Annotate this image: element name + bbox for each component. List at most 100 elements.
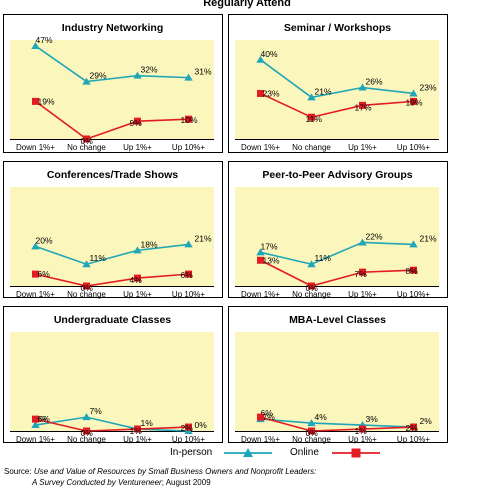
data-label-in-person: 32% bbox=[141, 65, 158, 75]
chart-industry-networking: Industry Networking Down 1%+ No change Up 1… bbox=[3, 14, 223, 153]
series-line-online bbox=[260, 416, 414, 432]
data-point-online bbox=[410, 266, 417, 274]
data-point-online bbox=[257, 256, 264, 264]
data-label-in-person: 3% bbox=[36, 414, 49, 424]
x-tick-label-up-1: Up 1%+ bbox=[123, 143, 152, 152]
data-point-online bbox=[134, 425, 141, 433]
data-point-in-person bbox=[409, 240, 418, 248]
data-point-online bbox=[308, 113, 315, 121]
series-line-online bbox=[260, 259, 414, 287]
data-point-online bbox=[83, 427, 90, 435]
x-tick-label-up-10: Up 10%+ bbox=[397, 435, 430, 444]
data-label-online: 6% bbox=[181, 270, 194, 280]
data-label-online: 19% bbox=[406, 97, 423, 107]
data-label-online: 0% bbox=[306, 283, 319, 293]
data-point-online bbox=[308, 282, 315, 290]
data-point-in-person bbox=[358, 83, 367, 91]
data-label-in-person: 23% bbox=[420, 82, 437, 92]
series-line-in-person bbox=[260, 418, 414, 428]
data-label-online: 1% bbox=[355, 426, 368, 436]
plot-area bbox=[10, 332, 214, 431]
data-point-online bbox=[134, 117, 141, 125]
x-tick-label-no-change: No change bbox=[67, 435, 106, 444]
series-line-in-person bbox=[35, 45, 189, 83]
x-tick-label-no-change: No change bbox=[67, 290, 106, 299]
data-point-online bbox=[134, 274, 141, 282]
data-label-in-person: 47% bbox=[36, 35, 53, 45]
data-point-online bbox=[185, 115, 192, 123]
x-tick-label-up-1: Up 1%+ bbox=[123, 290, 152, 299]
data-point-online bbox=[185, 423, 192, 431]
data-point-in-person bbox=[82, 260, 91, 268]
data-label-online: 0% bbox=[81, 283, 94, 293]
chart-seminar-workshops: Seminar / Workshops Down 1%+ No change Up 1… bbox=[228, 14, 448, 153]
legend-marker-online bbox=[332, 448, 380, 458]
data-label-online: 10% bbox=[181, 115, 198, 125]
page-title: Regularly Attend bbox=[203, 0, 291, 9]
data-label-in-person: 17% bbox=[261, 241, 278, 251]
data-label-in-person: 22% bbox=[366, 231, 383, 241]
data-label-online: 1% bbox=[130, 426, 143, 436]
data-point-online bbox=[359, 268, 366, 276]
x-tick-label-no-change: No change bbox=[292, 435, 331, 444]
chart-title: MBA-Level Classes bbox=[289, 314, 386, 326]
data-label-in-person: 21% bbox=[315, 86, 332, 96]
x-tick-label-no-change: No change bbox=[292, 143, 331, 152]
data-label-in-person: 18% bbox=[141, 239, 158, 249]
series-line-in-person bbox=[35, 243, 189, 266]
data-point-online bbox=[359, 101, 366, 109]
series-line-online bbox=[35, 273, 189, 287]
data-label-online: 23% bbox=[263, 88, 280, 98]
x-tick-label-up-10: Up 10%+ bbox=[397, 143, 430, 152]
source-line-2a: A Survey Conducted by Ventureneer bbox=[32, 478, 162, 487]
data-label-online: 9% bbox=[130, 118, 143, 128]
plot-area bbox=[235, 332, 439, 431]
data-label-in-person: 40% bbox=[261, 49, 278, 59]
x-tick-label-up-10: Up 10%+ bbox=[172, 435, 205, 444]
data-point-online bbox=[185, 270, 192, 278]
plot-area bbox=[235, 187, 439, 286]
data-label-online: 7% bbox=[355, 269, 368, 279]
x-tick-label-no-change: No change bbox=[292, 290, 331, 299]
data-label-in-person: 29% bbox=[90, 71, 107, 81]
data-label-in-person: 26% bbox=[366, 77, 383, 87]
series-line-online bbox=[35, 100, 189, 140]
plot-area bbox=[235, 40, 439, 139]
data-label-online: 6% bbox=[38, 414, 51, 424]
data-label-online: 0% bbox=[81, 428, 94, 438]
data-label-in-person: 20% bbox=[36, 235, 53, 245]
data-point-in-person bbox=[307, 93, 316, 101]
x-tick-label-up-1: Up 1%+ bbox=[348, 143, 377, 152]
data-point-online bbox=[32, 97, 39, 105]
source-label: Source: bbox=[4, 467, 32, 476]
data-point-online bbox=[83, 135, 90, 143]
series-line-in-person bbox=[35, 416, 189, 432]
data-point-in-person bbox=[307, 419, 316, 427]
source-line-2b: ; August 2009 bbox=[161, 478, 211, 487]
data-label-online: 2% bbox=[406, 423, 419, 433]
data-point-in-person bbox=[184, 240, 193, 248]
plot-area bbox=[10, 40, 214, 139]
x-tick-label-up-1: Up 1%+ bbox=[123, 435, 152, 444]
chart-undergraduate-classes: Undergraduate Classes Down 1%+ No change Up… bbox=[3, 306, 223, 444]
x-tick-label-down-1: Down 1%+ bbox=[241, 435, 280, 444]
data-label-in-person: 11% bbox=[315, 253, 332, 263]
data-label-in-person: 6% bbox=[261, 408, 274, 418]
x-tick-label-down-1: Down 1%+ bbox=[16, 435, 55, 444]
data-point-online bbox=[32, 415, 39, 423]
x-tick-label-up-10: Up 10%+ bbox=[172, 290, 205, 299]
x-tick-label-up-10: Up 10%+ bbox=[397, 290, 430, 299]
data-label-in-person: 31% bbox=[195, 67, 212, 77]
x-tick-label-up-10: Up 10%+ bbox=[172, 143, 205, 152]
x-tick-label-down-1: Down 1%+ bbox=[16, 143, 55, 152]
data-label-in-person: 1% bbox=[141, 418, 154, 428]
series-line-online bbox=[35, 418, 189, 432]
chart-mba-level-classes: MBA-Level Classes Down 1%+ No change Up 1%+… bbox=[228, 306, 448, 444]
data-point-in-person bbox=[307, 260, 316, 268]
data-point-in-person bbox=[409, 89, 418, 97]
data-label-online: 8% bbox=[406, 266, 419, 276]
chart-title: Industry Networking bbox=[62, 22, 164, 34]
data-point-in-person bbox=[256, 55, 265, 63]
legend-marker-in-person bbox=[224, 448, 272, 457]
